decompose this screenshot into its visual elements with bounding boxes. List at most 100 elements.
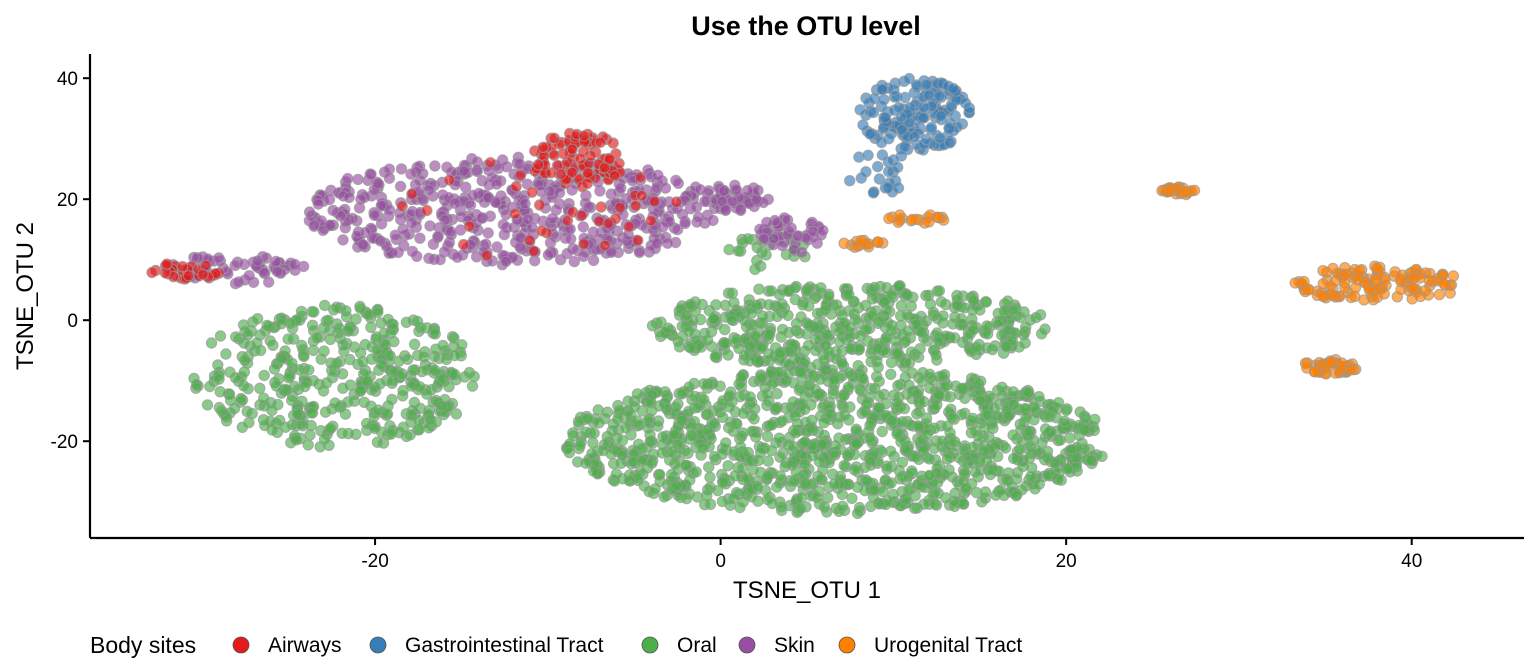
data-point: [849, 313, 862, 326]
data-point: [375, 358, 387, 370]
data-point: [254, 344, 267, 357]
data-point: [216, 405, 228, 417]
data-point: [423, 184, 435, 196]
data-point: [146, 266, 158, 279]
data-point: [299, 380, 311, 393]
data-point: [633, 246, 646, 259]
data-point: [303, 364, 315, 376]
data-point: [879, 112, 891, 124]
data-point: [885, 289, 898, 301]
data-point: [1079, 412, 1092, 424]
data-point: [443, 174, 456, 186]
data-point: [268, 363, 281, 375]
data-point: [672, 438, 684, 451]
data-point: [947, 82, 959, 95]
data-point: [451, 251, 463, 263]
data-point: [717, 395, 729, 407]
data-point: [482, 227, 494, 239]
data-point: [851, 507, 864, 520]
data-point: [258, 369, 270, 382]
data-point: [161, 258, 173, 270]
data-point: [821, 329, 833, 341]
data-point: [896, 124, 908, 136]
data-point: [761, 388, 774, 400]
data-point: [917, 445, 929, 457]
legend-item-oral: Oral: [641, 634, 717, 657]
data-point: [397, 223, 409, 236]
data-point: [765, 368, 777, 380]
series-oral: [188, 229, 1108, 520]
data-point: [844, 342, 857, 355]
data-point: [383, 172, 396, 184]
data-point: [703, 185, 715, 197]
data-point: [760, 249, 772, 261]
data-point: [372, 306, 384, 319]
data-point: [563, 446, 576, 459]
data-point: [421, 388, 433, 400]
data-point: [979, 486, 992, 498]
data-point: [762, 455, 774, 467]
data-point: [899, 493, 911, 505]
data-point: [692, 211, 705, 224]
data-point: [1042, 452, 1054, 464]
data-point: [443, 381, 455, 393]
data-point: [358, 396, 370, 408]
data-point: [293, 364, 306, 376]
data-point: [872, 361, 884, 373]
y-tick-label: 20: [57, 190, 78, 211]
x-tick-label: 40: [1401, 551, 1422, 572]
data-point: [396, 368, 408, 380]
data-point: [686, 430, 698, 442]
data-point: [636, 442, 648, 455]
y-tick-label: 40: [57, 69, 78, 90]
data-point: [336, 427, 348, 439]
data-point: [467, 189, 479, 202]
data-point: [967, 294, 980, 307]
data-point: [424, 220, 436, 232]
legend-item-airways: Airways: [232, 634, 342, 657]
data-point: [996, 381, 1008, 393]
data-point: [833, 326, 845, 338]
data-point: [1055, 474, 1067, 486]
data-point: [799, 403, 811, 415]
data-point: [555, 254, 567, 266]
data-point: [723, 243, 735, 256]
data-point: [992, 450, 1004, 463]
data-point: [411, 315, 424, 328]
data-point: [311, 332, 323, 344]
data-point: [838, 237, 850, 250]
data-point: [1164, 185, 1176, 198]
data-point: [497, 218, 510, 231]
data-point: [343, 191, 355, 204]
data-point: [197, 268, 209, 281]
data-point: [795, 492, 807, 504]
data-point: [319, 299, 331, 312]
data-point: [213, 252, 225, 264]
data-point: [931, 399, 943, 411]
data-point: [389, 229, 401, 241]
data-point: [800, 328, 813, 340]
data-point: [580, 457, 592, 469]
data-point: [809, 383, 822, 396]
data-point: [707, 214, 719, 227]
data-point: [741, 472, 754, 484]
data-point: [912, 420, 924, 432]
data-point: [648, 195, 660, 208]
data-point: [895, 111, 907, 123]
data-point: [873, 173, 886, 185]
legend-swatch: [738, 636, 756, 654]
data-point: [872, 236, 884, 248]
data-point: [819, 304, 831, 316]
data-point: [937, 310, 949, 322]
data-point: [582, 167, 594, 179]
data-point: [395, 163, 408, 175]
data-point: [906, 465, 918, 477]
data-point: [587, 465, 600, 477]
data-point: [846, 492, 858, 504]
data-point: [758, 233, 770, 245]
data-point: [799, 436, 811, 448]
data-point: [1407, 273, 1419, 285]
data-point: [213, 373, 225, 385]
data-point: [1336, 357, 1348, 369]
data-point: [352, 173, 364, 186]
